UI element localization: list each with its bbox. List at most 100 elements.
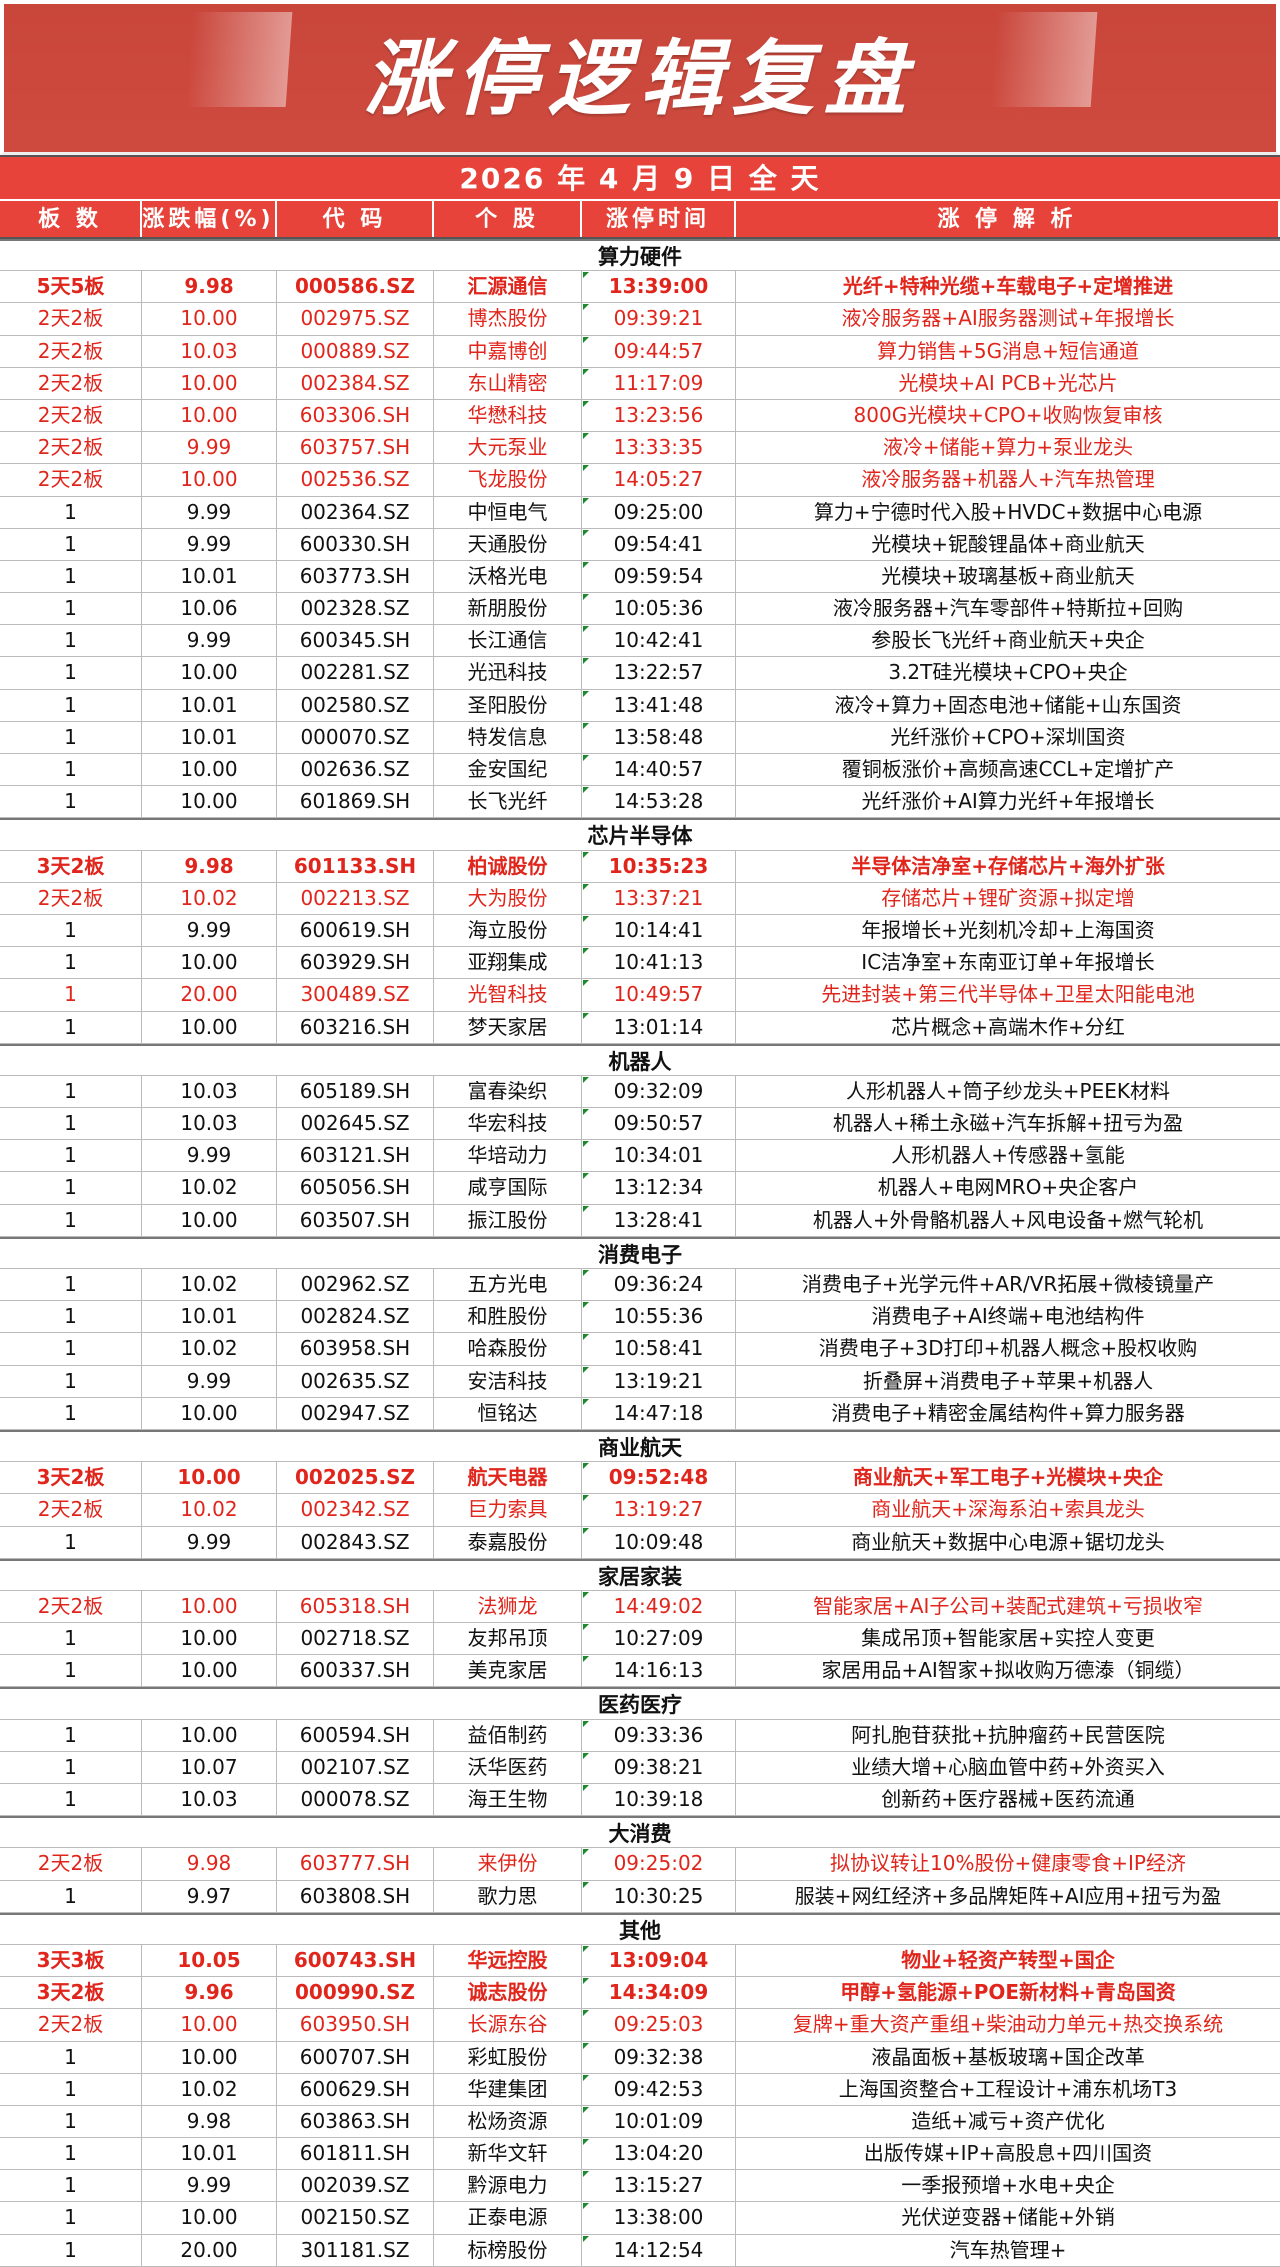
cell-change: 20.00 xyxy=(142,979,277,1011)
cell-boards: 1 xyxy=(0,2041,142,2073)
cell-boards: 1 xyxy=(0,2170,142,2202)
cell-boards: 2天2板 xyxy=(0,432,142,464)
cell-code: 002843.SZ xyxy=(277,1526,434,1558)
cell-stock: 新华文轩 xyxy=(434,2138,582,2170)
time-text: 10:49:57 xyxy=(613,982,704,1007)
cell-code: 605318.SH xyxy=(277,1590,434,1623)
stock-text: 松炀资源 xyxy=(467,2108,548,2133)
time-text: 14:53:28 xyxy=(613,789,704,814)
cell-note-marker-icon xyxy=(583,2171,589,2178)
cell-time: 13:09:04 xyxy=(582,1944,736,1977)
cell-time: 10:34:01 xyxy=(582,1140,736,1172)
cell-note-marker-icon xyxy=(583,1624,589,1631)
cell-time: 13:41:48 xyxy=(582,689,736,721)
table-row: 1 9.99 600345.SH 长江通信 10:42:41 参股长飞光纤+商业航天+央企 xyxy=(0,625,1280,658)
cell-time: 09:33:36 xyxy=(582,1719,736,1751)
code-text: 002718.SZ xyxy=(300,1626,410,1651)
cell-change: 9.99 xyxy=(142,432,277,464)
cell-analysis: 创新药+医疗器械+医药流通 xyxy=(736,1784,1280,1815)
analysis-text: 拟协议转让10%股份+健康零食+IP经济 xyxy=(830,1851,1186,1876)
analysis-text: 消费电子+光学元件+AR/VR拓展+微棱镜量产 xyxy=(801,1272,1215,1296)
analysis-text: 半导体洁净室+存储芯片+海外扩张 xyxy=(851,853,1165,878)
stock-text: 华宏科技 xyxy=(467,1111,548,1136)
cell-code: 603216.SH xyxy=(277,1011,434,1043)
analysis-text: 机器人+外骨骼机器人+风电设备+燃气轮机 xyxy=(812,1207,1204,1232)
cell-stock: 新朋股份 xyxy=(434,593,582,625)
cell-code: 603950.SH xyxy=(277,2009,434,2041)
boards-text: 1 xyxy=(64,2108,77,2133)
cell-analysis: 液冷服务器+AI服务器测试+年报增长 xyxy=(736,303,1280,334)
table-row: 2天2板 9.98 603777.SH 来伊份 09:25:02 拟协议转让10%股份+健… xyxy=(0,1848,1280,1881)
cell-note-marker-icon xyxy=(583,2203,589,2210)
table-row: 1 9.98 603863.SH 松炀资源 10:01:09 造纸+减亏+资产优化 xyxy=(0,2105,1280,2139)
code-text: 002213.SZ xyxy=(300,885,410,910)
boards-text: 1 xyxy=(64,1722,77,1747)
cell-stock: 来伊份 xyxy=(434,1848,582,1880)
cell-code: 605189.SH xyxy=(277,1075,434,1108)
analysis-text: 液晶面板+基板玻璃+国企改革 xyxy=(871,2044,1145,2069)
cell-code: 002025.SZ xyxy=(277,1462,434,1494)
cell-change: 10.00 xyxy=(142,367,277,399)
cell-change: 10.03 xyxy=(142,1784,277,1816)
cell-stock: 中恒电气 xyxy=(434,496,582,528)
cell-note-marker-icon xyxy=(583,1463,589,1470)
cell-code: 002364.SZ xyxy=(277,496,434,528)
table-row: 1 10.03 605189.SH 富春染织 09:32:09 人形机器人+筒子纱龙头+P… xyxy=(0,1075,1280,1109)
cell-analysis: 先进封装+第三代半导体+卫星太阳能电池 xyxy=(736,979,1280,1010)
change-text: 10.00 xyxy=(180,1658,238,1683)
cell-time: 13:12:34 xyxy=(582,1172,736,1204)
cell-boards: 1 xyxy=(0,721,142,753)
table-row: 3天2板 9.98 601133.SH 柏诚股份 10:35:23 半导体洁净室+存储芯片… xyxy=(0,850,1280,883)
boards-text: 1 xyxy=(64,692,77,717)
cell-stock: 华宏科技 xyxy=(434,1108,582,1140)
cell-time: 10:58:41 xyxy=(582,1333,736,1365)
cell-analysis: 机器人+外骨骼机器人+风电设备+燃气轮机 xyxy=(736,1205,1280,1236)
cell-analysis: 智能家居+AI子公司+装配式建筑+亏损收窄 xyxy=(736,1591,1280,1622)
code-text: 603863.SH xyxy=(299,2108,411,2133)
section-header: 商业航天 xyxy=(0,1429,1280,1463)
cell-note-marker-icon xyxy=(583,690,589,697)
cell-boards: 2天2板 xyxy=(0,367,142,399)
code-text: 600619.SH xyxy=(299,917,411,942)
stock-text: 飞龙股份 xyxy=(467,467,548,492)
change-text: 9.99 xyxy=(186,499,232,524)
stock-text: 华远控股 xyxy=(467,1947,548,1972)
change-text: 9.99 xyxy=(186,1529,232,1554)
cell-boards: 1 xyxy=(0,1140,142,1172)
cell-boards: 1 xyxy=(0,2073,142,2105)
cell-time: 10:01:09 xyxy=(582,2105,736,2138)
cell-change: 10.01 xyxy=(142,1301,277,1333)
cell-code: 000990.SZ xyxy=(277,1977,434,2009)
cell-boards: 1 xyxy=(0,1075,142,1108)
cell-code: 002635.SZ xyxy=(277,1365,434,1397)
code-text: 002025.SZ xyxy=(295,1465,415,1490)
code-text: 603950.SH xyxy=(299,2012,411,2037)
cell-change: 9.98 xyxy=(142,2105,277,2138)
cell-analysis: 一季报预增+水电+央企 xyxy=(736,2170,1280,2201)
cell-analysis: 光模块+AI PCB+光芯片 xyxy=(736,368,1280,399)
analysis-text: 商业航天+数据中心电源+锯切龙头 xyxy=(851,1529,1165,1554)
stock-text: 特发信息 xyxy=(467,724,548,749)
code-text: 002328.SZ xyxy=(300,596,410,621)
boards-text: 1 xyxy=(64,789,77,814)
code-text: 600629.SH xyxy=(299,2076,411,2101)
cell-analysis: 光伏逆变器+储能+外销 xyxy=(736,2202,1280,2233)
change-text: 9.96 xyxy=(184,1980,234,2005)
cell-change: 9.99 xyxy=(142,625,277,657)
cell-code: 603121.SH xyxy=(277,1140,434,1172)
cell-code: 002718.SZ xyxy=(277,1623,434,1655)
table-row: 1 10.00 603507.SH 振江股份 13:28:41 机器人+外骨骼机器人+风电… xyxy=(0,1204,1280,1237)
cell-time: 14:12:54 xyxy=(582,2234,736,2266)
cell-analysis: 3.2T硅光模块+CPO+央企 xyxy=(736,657,1280,688)
time-text: 13:22:57 xyxy=(613,660,704,685)
cell-code: 002975.SZ xyxy=(277,303,434,335)
cell-stock: 法狮龙 xyxy=(434,1590,582,1623)
table-row: 2天2板 10.00 603306.SH 华懋科技 13:23:56 800G光模块+CP… xyxy=(0,399,1280,433)
cell-stock: 泰嘉股份 xyxy=(434,1526,582,1558)
stock-text: 长源东谷 xyxy=(467,2012,548,2037)
cell-stock: 东山精密 xyxy=(434,367,582,399)
cell-stock: 汇源通信 xyxy=(434,271,582,303)
change-text: 10.00 xyxy=(180,950,238,975)
stock-text: 诚志股份 xyxy=(467,1980,548,2005)
boards-text: 2天2板 xyxy=(37,1851,104,1876)
